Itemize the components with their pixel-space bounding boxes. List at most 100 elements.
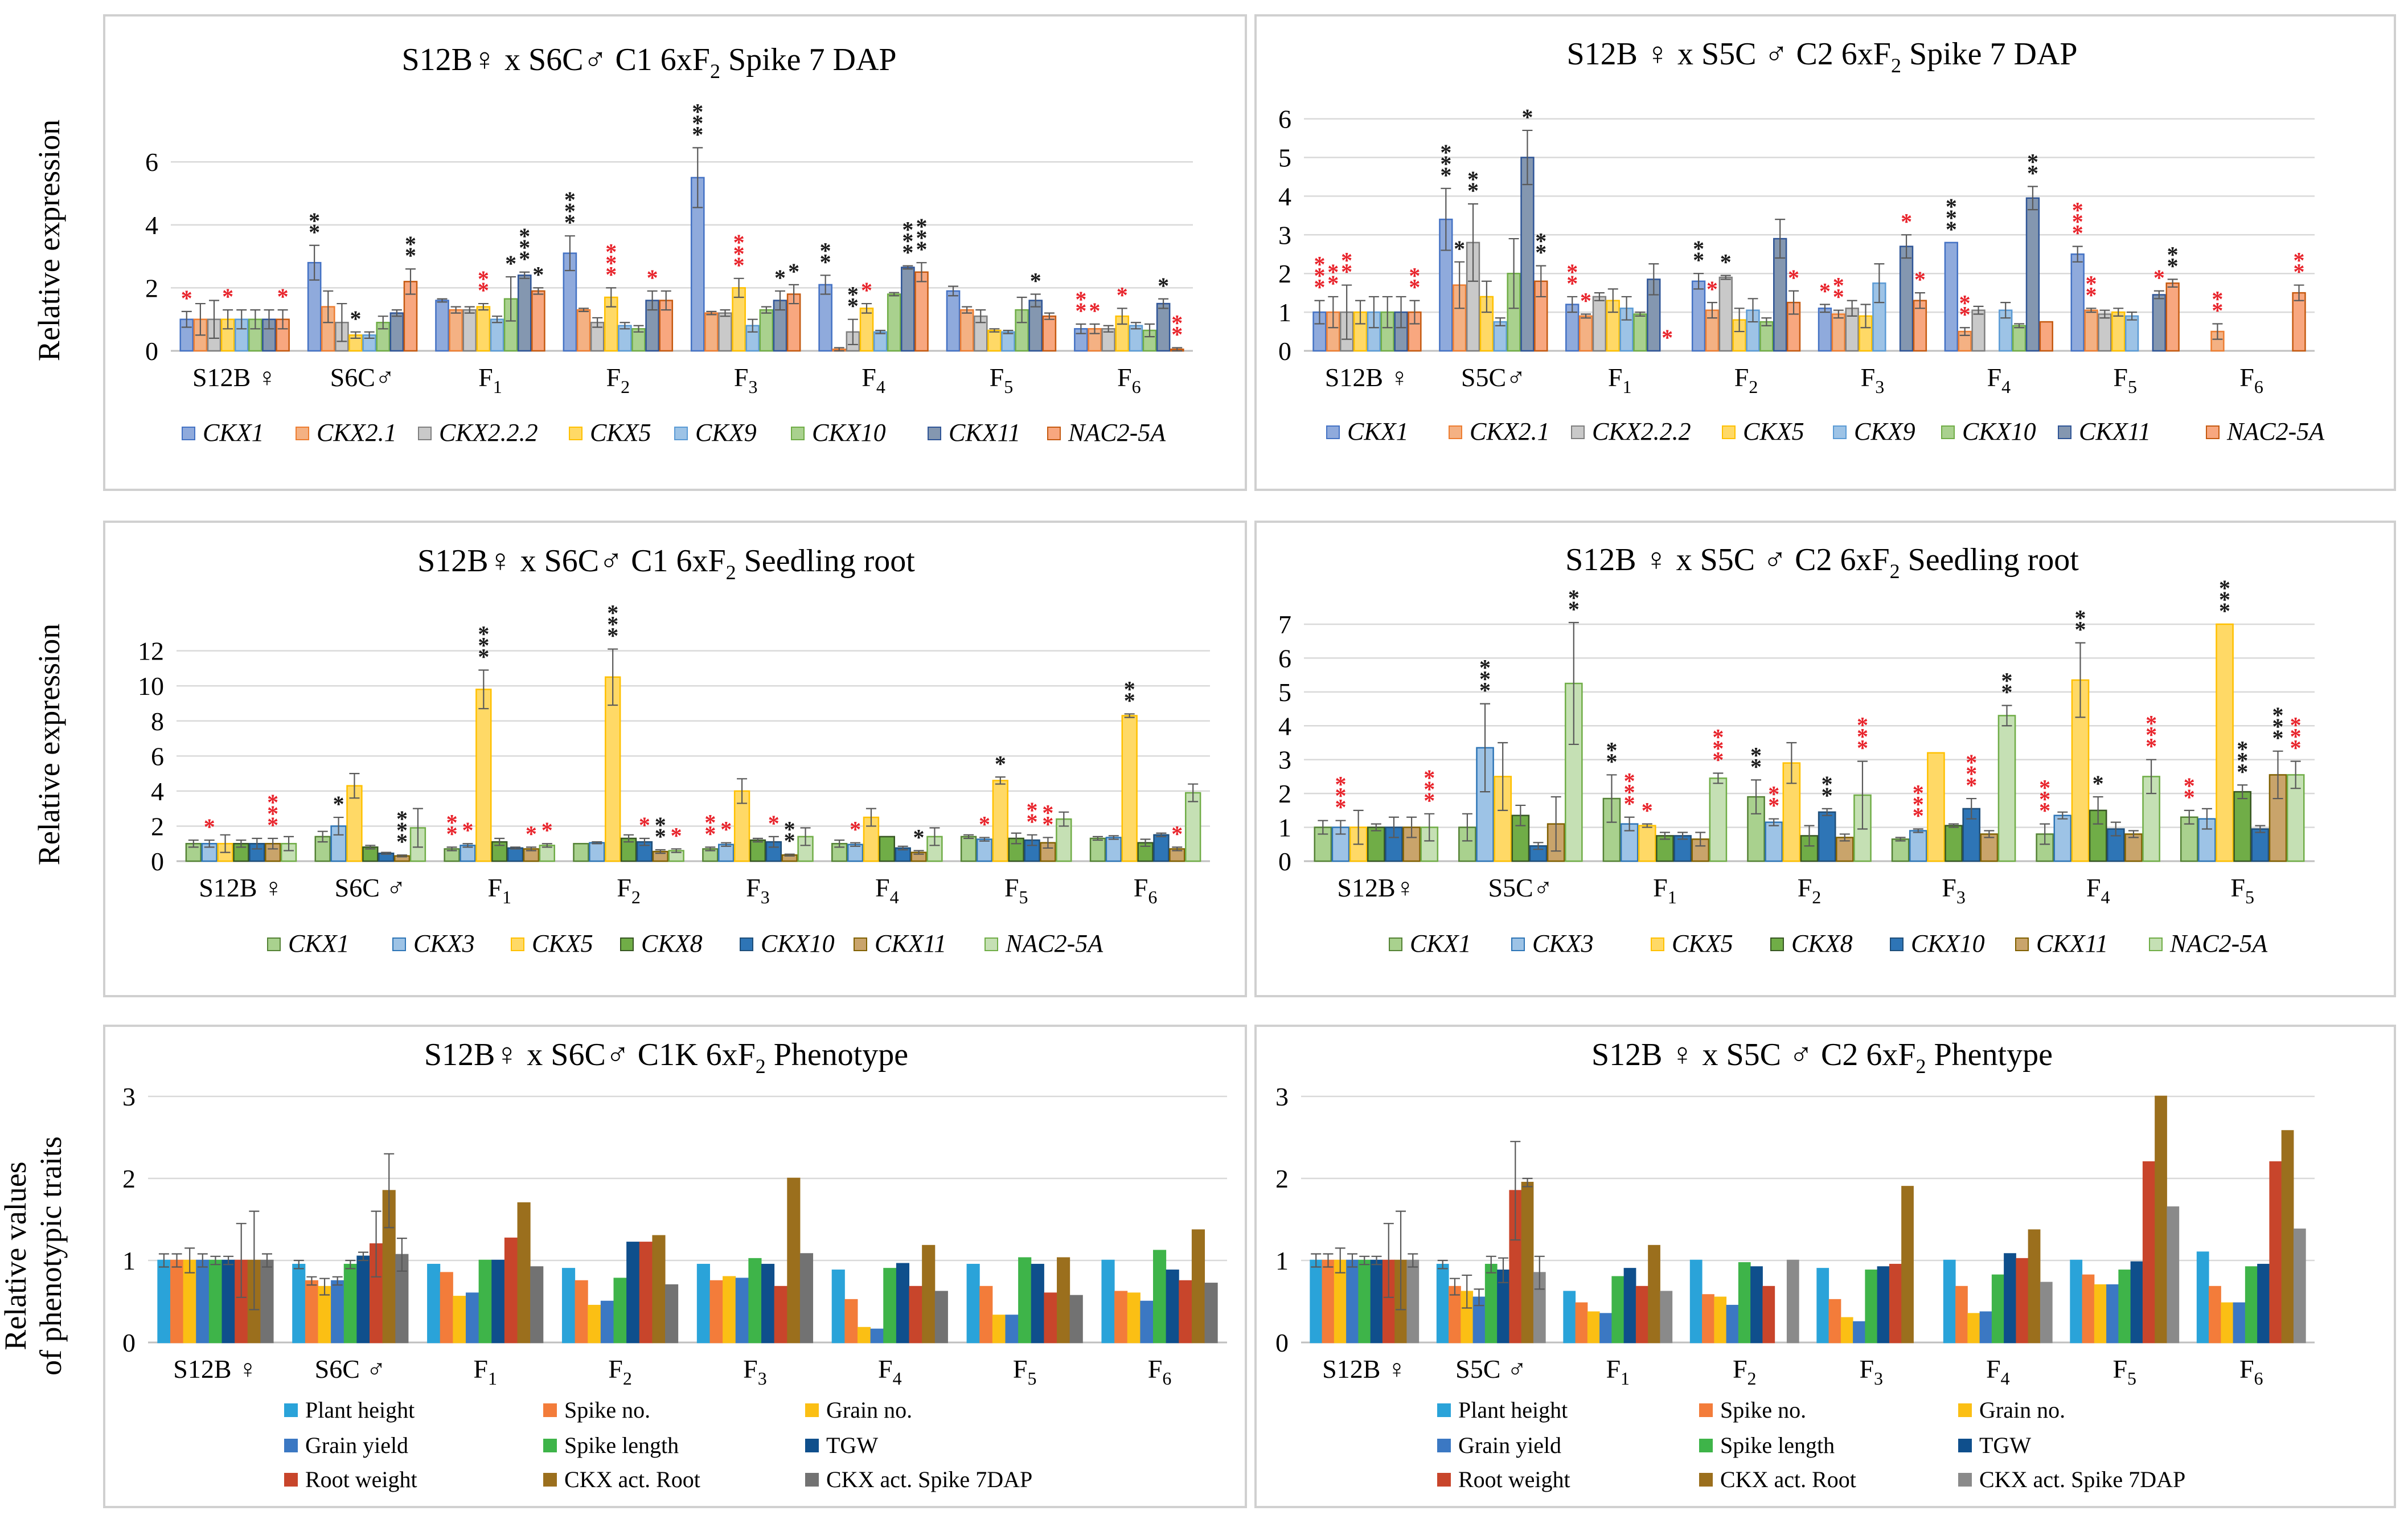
significance-star: * [2184,784,2195,810]
significance-star: * [733,252,745,278]
panel-frame [103,14,1247,491]
significance-star: * [774,265,786,290]
x-tick-label: S12B ♀ [192,363,277,392]
significance-star: * [607,600,618,626]
significance-star: * [1857,735,1868,761]
bar-plant-height [1943,1259,1956,1344]
y-tick-label: 4 [145,211,158,240]
legend-swatch [740,937,753,951]
significance-star: * [2027,149,2038,174]
legend-label: CKX10 [812,419,886,447]
x-tick-label: F1 [478,363,502,397]
bar-root-weight [639,1242,653,1344]
significance-star: * [1521,104,1533,130]
significance-star: * [784,828,795,854]
bar-root-weight [1044,1292,1057,1344]
x-tick-label: F5 [2113,363,2137,397]
bar-plant-height [157,1259,171,1344]
x-tick-label: F4 [878,1354,902,1389]
bar-grain-no- [2221,1302,2234,1344]
legend-swatch [2058,425,2071,439]
bar-ckx10 [1962,808,1981,862]
significance-star: * [1479,655,1491,681]
bar-ckx11 [1028,300,1043,352]
bar-ckx-act-spike-7dap [2293,1229,2306,1344]
significance-star: * [1966,772,1977,798]
significance-star: * [979,811,990,837]
bar-grain-no- [1587,1311,1600,1344]
significance-star: * [1075,286,1086,312]
significance-star: * [478,632,489,658]
significance-star: * [1966,750,1977,775]
bar-ckx10 [2012,325,2027,352]
bar-spike-no- [575,1280,588,1344]
bar-ckx2-2-2 [1592,296,1607,352]
bar-ckx2-2-2 [1718,276,1733,352]
bar-grain-yield [1979,1311,1992,1344]
bar-ckx-act-root [2028,1229,2041,1344]
bar-grain-yield [870,1328,884,1344]
bar-ckx5 [2111,311,2126,352]
significance-star: * [2074,605,2086,631]
legend-swatch [1958,1473,1972,1487]
bar-ckx8 [1367,826,1385,862]
legend-label: CKX2.1 [1470,417,1550,445]
legend-label: Grain no. [826,1397,912,1423]
y-tick-label: 3 [1278,746,1291,775]
significance-star: * [1341,248,1352,273]
significance-star: * [916,236,927,262]
significance-star: * [267,789,278,815]
significance-star: * [1857,713,1868,738]
bar-nac2-5a [2292,292,2306,352]
bar-ckx5 [1927,752,1945,862]
bar-ckx1 [960,836,977,862]
bar-ckx1 [946,290,961,352]
significance-star: * [519,235,530,260]
bar-root-weight [2269,1161,2282,1344]
bar-ckx2-1 [1831,313,1845,352]
y-tick-label: 4 [1278,182,1291,211]
y-tick-label: 2 [122,1164,136,1193]
bar-spike-no- [170,1259,184,1344]
significance-star: * [788,259,799,284]
bar-ckx1 [1891,838,1910,862]
significance-star: * [1030,268,1041,293]
y-tick-label: 6 [1278,644,1291,673]
legend-swatch [1890,937,1904,951]
bar-ckx8 [1656,835,1674,862]
x-tick-label: S6C ♂ [315,1354,386,1383]
significance-star: * [2039,775,2050,801]
significance-star: * [1467,178,1479,203]
significance-star: * [2290,735,2302,761]
bar-ckx11 [1980,833,1999,862]
x-tick-label: S12B ♀ [1325,363,1409,392]
significance-star: * [2146,722,2157,748]
y-tick-label: 4 [151,777,164,806]
legend-label: Plant height [305,1397,415,1423]
significance-star: * [2294,248,2305,273]
significance-star: * [1706,276,1718,302]
bar-ckx3 [589,842,605,862]
legend-swatch [1437,1473,1451,1487]
significance-star: * [902,228,913,254]
y-tick-label: 7 [1278,610,1291,639]
significance-star: * [1768,793,1779,818]
y-tick-label: 4 [1278,711,1291,740]
bar-tgw [221,1259,235,1344]
bar-grain-yield [2106,1284,2119,1344]
significance-star: * [1535,240,1546,265]
legend-label: NAC2-5A [1005,930,1104,957]
y-tick-label: 1 [1278,298,1291,327]
bar-tgw [356,1255,370,1344]
chart-panel-p1: S12B♀ x S6C♂ C1 6xF2 Spike 7 DAP 0 2 4 6 Rela… [32,14,1247,491]
significance-star: * [1568,596,1580,622]
significance-star: * [1768,781,1779,807]
bar-nac2-5a [539,845,555,862]
bar-tgw [1370,1259,1383,1344]
chart-title: S12B ♀ x S5C ♂ C2 6xF2 Spike 7 DAP [1566,36,2077,77]
significance-star: * [692,110,703,136]
bar-spike-length [208,1259,223,1344]
significance-star: * [1913,780,1924,806]
bar-plant-height [2070,1259,2083,1344]
significance-star: * [1819,279,1831,304]
